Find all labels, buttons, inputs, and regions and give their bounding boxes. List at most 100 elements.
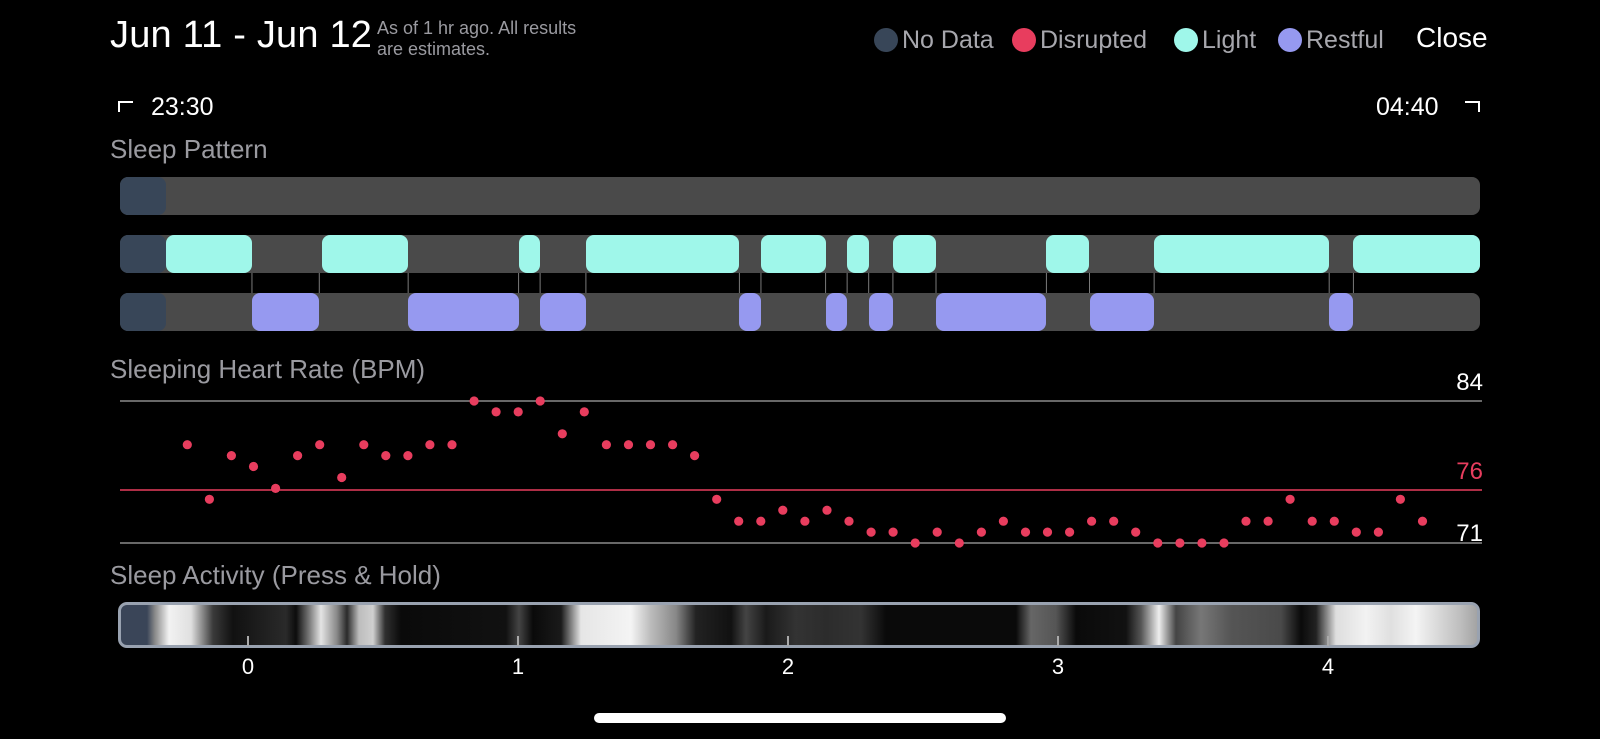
heart-rate-point xyxy=(1087,516,1097,526)
heart-rate-point xyxy=(226,451,236,461)
restful-segment[interactable] xyxy=(739,293,761,331)
heart-rate-point xyxy=(601,440,612,450)
legend-item-no-data: No Data xyxy=(874,24,994,56)
heart-rate-point xyxy=(888,527,898,537)
x-tick-label: 4 xyxy=(1322,654,1334,679)
restful-segment[interactable] xyxy=(1089,293,1155,331)
heart-rate-point xyxy=(557,429,567,439)
x-tick-label: 2 xyxy=(782,654,794,679)
heart-rate-point xyxy=(1153,538,1163,548)
heart-rate-point xyxy=(1285,494,1295,504)
no-data-segment[interactable] xyxy=(120,177,166,215)
sleep-activity-title: Sleep Activity (Press & Hold) xyxy=(110,560,441,590)
legend-label: No Data xyxy=(902,25,994,54)
heart-rate-point xyxy=(668,440,678,450)
legend-label: Restful xyxy=(1306,25,1384,54)
min-label: 71 xyxy=(1456,520,1483,547)
heart-rate-point xyxy=(800,516,810,526)
heart-rate-point xyxy=(1020,527,1031,537)
heart-rate-point xyxy=(954,538,964,548)
heart-rate-point xyxy=(337,472,347,483)
restful-segment[interactable] xyxy=(868,293,893,331)
x-tick-label: 3 xyxy=(1052,654,1064,679)
heart-rate-point xyxy=(447,440,457,450)
heart-rate-point xyxy=(271,483,281,493)
heart-rate-point xyxy=(182,440,192,450)
light-segment[interactable] xyxy=(518,235,541,273)
restful-segment[interactable] xyxy=(825,293,848,331)
heart-rate-point xyxy=(1263,516,1273,526)
disrupted-row[interactable] xyxy=(120,177,1480,215)
light-dot-icon xyxy=(1174,28,1198,52)
no-data-segment[interactable] xyxy=(120,293,166,331)
end-bracket-icon xyxy=(1465,101,1480,112)
no-data-dot-icon xyxy=(874,28,898,52)
heart-rate-point xyxy=(1175,538,1185,548)
close-button[interactable]: Close xyxy=(1416,22,1488,53)
light-segment[interactable] xyxy=(1046,235,1090,273)
restful-segment[interactable] xyxy=(1329,293,1354,331)
heart-rate-point xyxy=(1042,527,1053,537)
restful-row[interactable] xyxy=(120,293,1480,331)
heart-rate-point xyxy=(645,440,656,450)
restful-segment[interactable] xyxy=(251,293,320,331)
heart-rate-point xyxy=(359,440,369,450)
heart-rate-point xyxy=(976,527,987,537)
heart-rate-point xyxy=(425,440,435,450)
start-time: 23:30 xyxy=(151,93,214,121)
activity-x-axis: 0 1 2 3 4 xyxy=(242,636,1334,679)
light-segment[interactable] xyxy=(1353,235,1480,273)
avg-label: 76 xyxy=(1456,458,1483,485)
sleep-activity-bar[interactable] xyxy=(118,602,1480,648)
heart-rate-chart[interactable]: 84 76 71 xyxy=(0,360,1600,560)
light-row[interactable] xyxy=(120,235,1480,273)
x-tick-label: 1 xyxy=(512,654,524,679)
heart-rate-point xyxy=(778,505,788,515)
heart-rate-point xyxy=(1351,527,1361,537)
restful-segment[interactable] xyxy=(540,293,586,331)
light-segment[interactable] xyxy=(1154,235,1330,273)
estimate-note: As of 1 hr ago. All results are estimate… xyxy=(377,18,637,60)
estimate-note-line1: As of 1 hr ago. All results xyxy=(377,18,577,38)
heart-rate-point xyxy=(756,516,766,526)
heart-rate-point xyxy=(579,407,589,417)
heart-rate-point xyxy=(822,505,832,515)
heart-rate-point xyxy=(248,461,259,472)
legend-item-disrupted: Disrupted xyxy=(1012,24,1147,56)
light-segment[interactable] xyxy=(847,235,869,273)
heart-rate-point xyxy=(513,407,523,417)
heart-rate-point xyxy=(1109,516,1119,526)
heart-rate-point xyxy=(293,451,303,461)
heart-rate-point xyxy=(844,516,854,526)
heart-rate-point xyxy=(1307,516,1317,526)
heart-rate-point xyxy=(491,407,501,417)
legend-label: Light xyxy=(1202,25,1257,54)
heart-rate-point xyxy=(998,516,1009,526)
end-time: 04:40 xyxy=(1376,93,1439,121)
light-segment[interactable] xyxy=(585,235,740,273)
heart-rate-point xyxy=(910,538,920,548)
heart-rate-point xyxy=(734,516,744,526)
heart-rate-point xyxy=(1417,516,1428,526)
light-segment[interactable] xyxy=(165,235,252,273)
heart-rate-point xyxy=(1395,494,1405,504)
heart-rate-point xyxy=(1131,527,1141,537)
heart-rate-point xyxy=(1241,516,1251,526)
legend-item-restful: Restful xyxy=(1278,24,1384,56)
restful-segment[interactable] xyxy=(936,293,1047,331)
heart-rate-point xyxy=(204,494,214,504)
date-range-title: Jun 11 - Jun 12 xyxy=(110,14,373,56)
light-segment[interactable] xyxy=(760,235,826,273)
light-segment[interactable] xyxy=(321,235,409,273)
restful-segment[interactable] xyxy=(408,293,519,331)
heart-rate-point xyxy=(1373,527,1383,537)
heart-rate-point xyxy=(866,527,876,537)
heart-rate-point xyxy=(535,396,545,406)
heart-rate-point xyxy=(315,440,325,450)
heart-rate-point xyxy=(932,527,942,537)
home-indicator[interactable] xyxy=(594,713,1006,723)
sleep-pattern-title: Sleep Pattern xyxy=(110,134,268,164)
heart-rate-point xyxy=(1219,538,1229,548)
no-data-segment[interactable] xyxy=(120,235,166,273)
light-segment[interactable] xyxy=(892,235,936,273)
